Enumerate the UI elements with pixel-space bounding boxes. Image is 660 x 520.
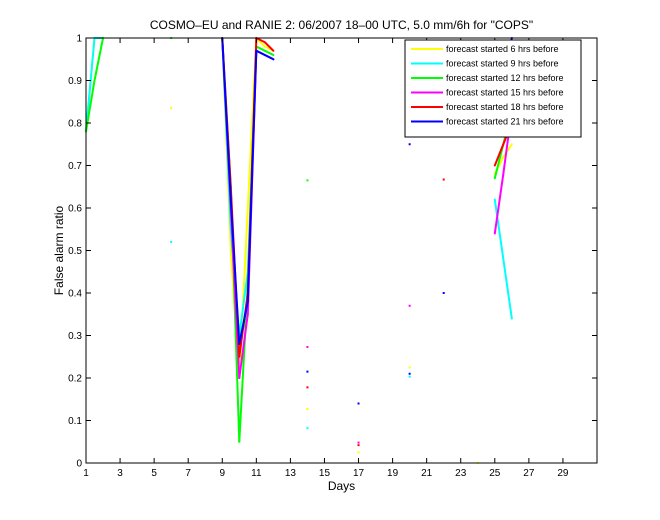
series-segment bbox=[238, 270, 249, 337]
series-segment bbox=[85, 37, 96, 133]
series-segment bbox=[493, 173, 505, 235]
series-segment bbox=[255, 49, 266, 56]
y-tick-label: 0.6 bbox=[68, 204, 82, 215]
series-5-point bbox=[408, 372, 411, 375]
legend-entry: forecast started 9 hrs before bbox=[446, 59, 559, 69]
x-tick-label: 23 bbox=[455, 468, 467, 479]
series-segment bbox=[263, 54, 275, 61]
y-tick-label: 0.3 bbox=[68, 331, 82, 342]
series-4-point bbox=[357, 444, 360, 447]
x-tick-label: 15 bbox=[319, 468, 331, 479]
series-segment bbox=[238, 300, 249, 345]
series-5-point bbox=[306, 370, 309, 373]
x-tick-label: 5 bbox=[151, 468, 157, 479]
x-tick-label: 19 bbox=[387, 468, 399, 479]
series-segment bbox=[93, 37, 105, 82]
x-tick-label: 7 bbox=[185, 468, 191, 479]
legend-entry: forecast started 18 hrs before bbox=[446, 102, 564, 112]
series-3-point bbox=[306, 345, 309, 348]
series-segment bbox=[263, 49, 275, 56]
series-2-point bbox=[306, 179, 309, 182]
x-tick-label: 1 bbox=[83, 468, 89, 479]
x-tick-label: 27 bbox=[523, 468, 535, 479]
series-0-point bbox=[306, 408, 309, 411]
y-tick-label: 0 bbox=[76, 459, 82, 470]
series-3-point bbox=[408, 304, 411, 307]
series-segment bbox=[238, 313, 249, 379]
legend-entry: forecast started 6 hrs before bbox=[446, 44, 559, 54]
series-segment bbox=[246, 49, 258, 303]
x-tick-label: 17 bbox=[353, 468, 365, 479]
y-tick-label: 0.4 bbox=[68, 289, 82, 300]
y-tick-label: 0.7 bbox=[68, 161, 82, 172]
legend-entry: forecast started 21 hrs before bbox=[446, 117, 564, 127]
series-segment bbox=[229, 198, 241, 345]
x-tick-label: 11 bbox=[251, 468, 262, 479]
x-tick-label: 25 bbox=[489, 468, 501, 479]
series-5-point bbox=[408, 143, 411, 146]
series-1-point bbox=[170, 241, 173, 243]
series-4-point bbox=[442, 178, 445, 181]
series-segment bbox=[502, 143, 513, 158]
series-layer bbox=[85, 37, 513, 443]
series-1-point bbox=[306, 427, 309, 430]
series-0-point bbox=[170, 107, 173, 110]
series-segment bbox=[221, 37, 232, 201]
x-tick-label: 29 bbox=[557, 468, 569, 479]
series-0-point bbox=[357, 451, 360, 454]
legend-entry: forecast started 12 hrs before bbox=[446, 73, 564, 83]
x-axis-label: Days bbox=[328, 479, 355, 493]
y-tick-label: 1 bbox=[76, 34, 82, 45]
y-axis-ticks: 0 0.1 0.2 0.3 0.4 0.5 0.6 0.7 0.8 0.9 1 bbox=[68, 34, 597, 470]
y-tick-label: 0.5 bbox=[68, 246, 82, 257]
chart-title: COSMO–EU and RANIE 2: 06/2007 18–00 UTC,… bbox=[150, 18, 533, 32]
series-segment bbox=[502, 258, 513, 320]
y-tick-label: 0.1 bbox=[68, 416, 82, 427]
y-tick-label: 0.8 bbox=[68, 119, 82, 130]
legend-entry: forecast started 15 hrs before bbox=[446, 88, 564, 98]
y-axis-label: False alarm ratio bbox=[52, 206, 66, 296]
series-1-point bbox=[408, 375, 411, 378]
series-segment bbox=[255, 45, 266, 52]
series-segment bbox=[255, 37, 266, 44]
y-tick-label: 0.2 bbox=[68, 374, 82, 385]
series-segment bbox=[263, 41, 275, 52]
x-tick-label: 9 bbox=[219, 468, 225, 479]
series-3-point bbox=[357, 441, 360, 444]
series-segment bbox=[493, 143, 505, 167]
y-tick-label: 0.9 bbox=[68, 76, 82, 87]
x-tick-label: 13 bbox=[285, 468, 297, 479]
series-segment bbox=[493, 198, 505, 260]
series-5-point bbox=[357, 402, 360, 405]
series-0-point bbox=[408, 366, 411, 369]
series-5-point bbox=[442, 292, 445, 294]
x-axis-ticks: 1 3 5 7 9 11 13 15 17 19 21 23 25 27 29 bbox=[83, 38, 569, 479]
series-4-point bbox=[306, 386, 309, 389]
x-tick-label: 3 bbox=[117, 468, 123, 479]
x-tick-label: 21 bbox=[421, 468, 433, 479]
legend: forecast started 6 hrs before forecast st… bbox=[404, 39, 582, 138]
